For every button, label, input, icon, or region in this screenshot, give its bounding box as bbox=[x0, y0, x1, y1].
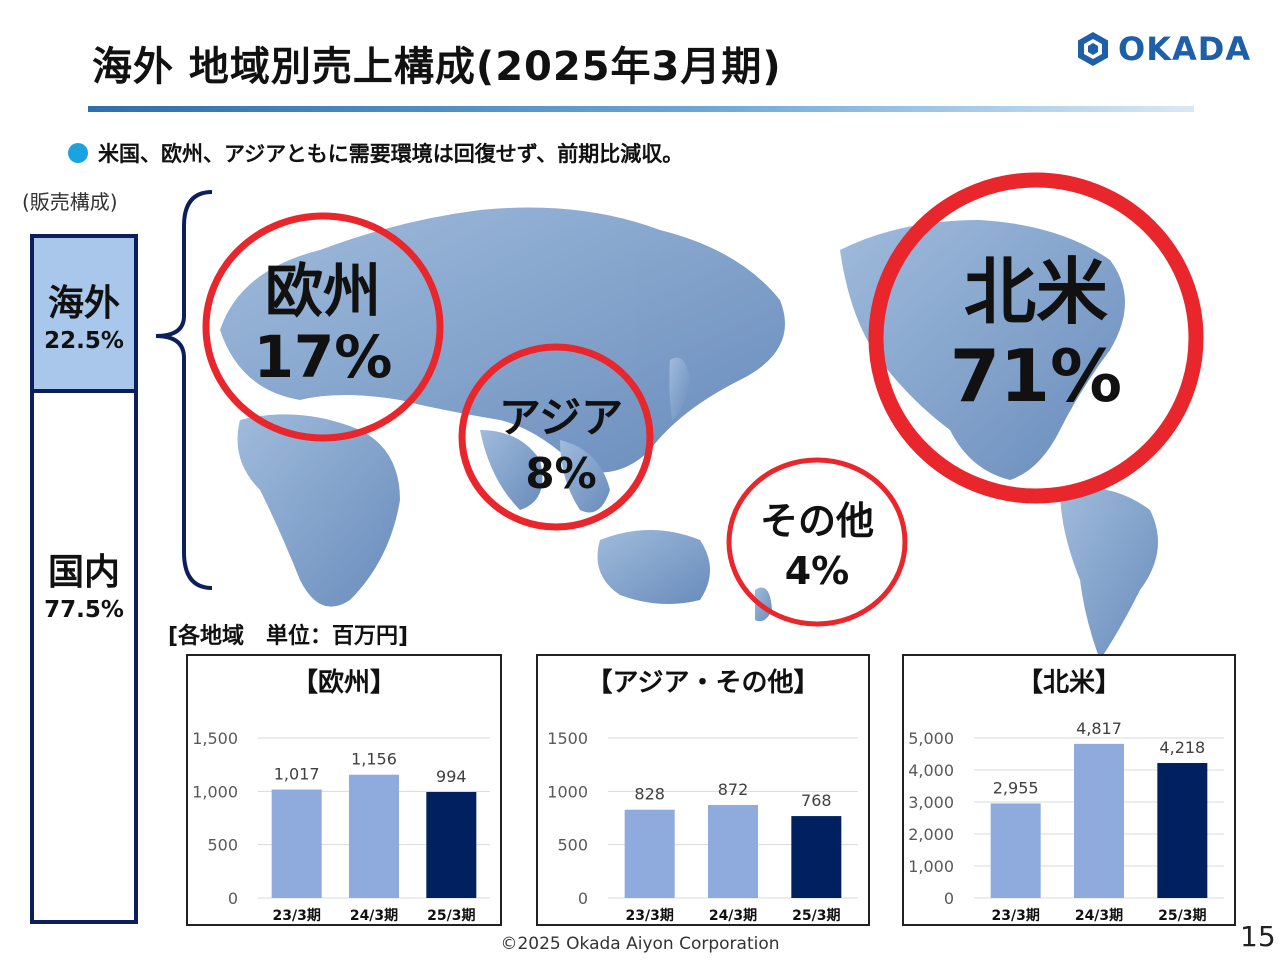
north-america-label: 北米 71% bbox=[926, 250, 1146, 418]
bar bbox=[624, 809, 675, 898]
logo-text: OKADA bbox=[1118, 30, 1252, 68]
summary-bullet: 米国、欧州、アジアともに需要環境は回復せず、前期比減収。 bbox=[68, 138, 683, 168]
y-tick-label: 0 bbox=[578, 889, 588, 908]
x-tick-label: 24/3期 bbox=[709, 908, 757, 924]
x-tick-label: 24/3期 bbox=[1075, 908, 1123, 924]
bar bbox=[271, 789, 322, 898]
x-tick-label: 24/3期 bbox=[350, 908, 398, 924]
x-tick-label: 23/3期 bbox=[991, 908, 1039, 924]
unit-label: [各地域 単位：百万円] bbox=[168, 624, 409, 649]
overseas-pct: 22.5% bbox=[44, 328, 124, 354]
chart-plot: 0 1,000 2,000 3,000 4,000 5,000 2,955 23/3期 4,81… bbox=[908, 719, 1224, 924]
page-title: 海外 地域別売上構成(2025年3月期) bbox=[92, 44, 782, 90]
chart-asia-other: 【アジア・その他】 0 500 1000 1500 828 23/3期 872 24/3期 76… bbox=[536, 654, 870, 926]
y-tick-label: 3,000 bbox=[908, 793, 954, 812]
company-logo: OKADA bbox=[1076, 30, 1251, 68]
bar bbox=[1074, 743, 1124, 898]
copyright: ©2025 Okada Aiyon Corporation bbox=[500, 934, 780, 954]
y-tick-label: 1,000 bbox=[192, 782, 238, 801]
north-america-circle bbox=[868, 172, 1204, 504]
chart-europe: 【欧州】 0 500 1,000 1,500 1,017 23/3期 1,156 24/3期 9… bbox=[186, 654, 502, 926]
asia-circle bbox=[458, 343, 654, 531]
chart-plot: 0 500 1000 1500 828 23/3期 872 24/3期 768 25/3期 bbox=[547, 729, 858, 924]
y-tick-label: 1,500 bbox=[192, 729, 238, 748]
data-label: 4,817 bbox=[1076, 719, 1122, 738]
chart-north-america: 【北米】 0 1,000 2,000 3,000 4,000 5,000 2,955 23/3… bbox=[902, 654, 1236, 926]
bar bbox=[708, 804, 758, 898]
europe-label: 欧州 17% bbox=[233, 258, 413, 390]
data-label: 1,156 bbox=[351, 750, 397, 769]
overseas-name: 海外 bbox=[47, 283, 120, 324]
y-tick-label: 5,000 bbox=[908, 729, 954, 748]
bar bbox=[349, 774, 399, 898]
y-tick-label: 4,000 bbox=[908, 761, 954, 780]
bar bbox=[791, 816, 842, 898]
asia-label: アジア 8% bbox=[476, 390, 646, 502]
asia-pct: 8% bbox=[525, 449, 597, 498]
europe-name: 欧州 bbox=[264, 257, 381, 325]
domestic-name: 国内 bbox=[47, 552, 120, 593]
bar bbox=[426, 791, 477, 898]
brace-icon bbox=[155, 190, 213, 590]
other-label: その他 4% bbox=[732, 496, 902, 596]
y-tick-label: 500 bbox=[207, 836, 238, 855]
y-tick-label: 1,000 bbox=[908, 857, 954, 876]
chart-plot: 0 500 1,000 1,500 1,017 23/3期 1,156 24/3期 994 25/… bbox=[192, 729, 490, 924]
data-label: 4,218 bbox=[1159, 738, 1205, 757]
y-tick-label: 500 bbox=[557, 836, 588, 855]
y-tick-label: 0 bbox=[944, 889, 954, 908]
bar bbox=[1157, 763, 1208, 898]
x-tick-label: 25/3期 bbox=[1158, 908, 1206, 924]
sales-mix-bar: 海外 22.5% 国内 77.5% bbox=[30, 234, 138, 924]
data-label: 1,017 bbox=[274, 765, 320, 784]
page-number: 15 bbox=[1240, 920, 1276, 953]
chart-title: 【アジア・その他】 bbox=[586, 668, 820, 698]
sales-mix-label: (販売構成) bbox=[22, 190, 118, 214]
data-label: 872 bbox=[718, 780, 749, 799]
other-name: その他 bbox=[759, 499, 874, 543]
chart-title: 【北米】 bbox=[1016, 668, 1121, 698]
domestic-segment: 国内 77.5% bbox=[34, 393, 134, 920]
summary-text: 米国、欧州、アジアともに需要環境は回復せず、前期比減収。 bbox=[98, 142, 684, 166]
x-tick-label: 23/3期 bbox=[625, 908, 673, 924]
data-label: 768 bbox=[801, 791, 832, 810]
logo-mark-icon bbox=[1078, 32, 1108, 66]
y-tick-label: 2,000 bbox=[908, 825, 954, 844]
other-pct: 4% bbox=[784, 549, 850, 593]
x-tick-label: 23/3期 bbox=[272, 908, 320, 924]
y-tick-label: 0 bbox=[228, 889, 238, 908]
north-america-pct: 71% bbox=[949, 334, 1123, 418]
data-label: 994 bbox=[436, 767, 467, 786]
title-underline bbox=[88, 106, 1194, 112]
y-tick-label: 1000 bbox=[547, 782, 588, 801]
europe-circle bbox=[202, 212, 444, 442]
overseas-segment: 海外 22.5% bbox=[34, 238, 134, 393]
asia-name: アジア bbox=[498, 393, 624, 442]
north-america-name: 北米 bbox=[963, 250, 1108, 334]
bar bbox=[990, 803, 1041, 898]
chart-title: 【欧州】 bbox=[291, 668, 396, 698]
data-label: 2,955 bbox=[993, 778, 1039, 797]
other-circle bbox=[726, 457, 908, 627]
europe-pct: 17% bbox=[253, 323, 393, 391]
y-tick-label: 1500 bbox=[547, 729, 588, 748]
bullet-dot-icon bbox=[68, 143, 88, 163]
data-label: 828 bbox=[634, 785, 665, 804]
domestic-pct: 77.5% bbox=[44, 597, 124, 623]
x-tick-label: 25/3期 bbox=[792, 908, 840, 924]
x-tick-label: 25/3期 bbox=[427, 908, 475, 924]
